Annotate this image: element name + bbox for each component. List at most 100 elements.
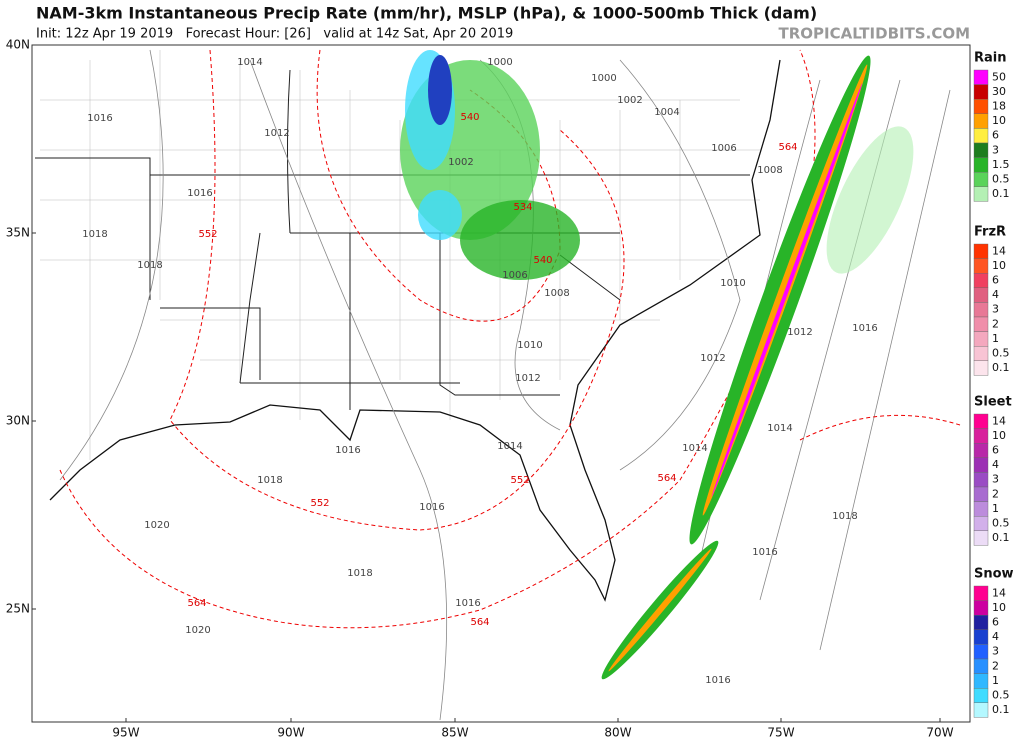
lon-label: 95W — [112, 726, 139, 740]
thickness-label: 564 — [778, 142, 797, 153]
legend-swatch — [973, 84, 989, 100]
legend-swatch — [973, 69, 989, 85]
legend-label: 1 — [992, 502, 999, 515]
legend-swatch — [973, 258, 989, 274]
map: 40N 35N 30N 25N 95W 90W 85W 80W 75W 70W 1014 1016 10… — [6, 38, 971, 740]
lat-label: 40N — [6, 38, 30, 52]
legend-label: 3 — [992, 303, 999, 316]
legend-swatch — [973, 413, 989, 429]
isobar-label: 1016 — [419, 502, 444, 513]
isobar-label: 1018 — [832, 511, 857, 522]
isobar-label: 1014 — [237, 57, 262, 68]
legend-swatch — [973, 142, 989, 158]
legend-label: 3 — [992, 645, 999, 658]
legend-swatch — [973, 486, 989, 502]
legend-label: 4 — [992, 288, 999, 301]
isobar-label: 1016 — [187, 188, 212, 199]
subtitle: Init: 12z Apr 19 2019 Forecast Hour: [26… — [36, 27, 513, 42]
legend-swatch — [973, 331, 989, 347]
isobar-label: 1012 — [787, 327, 812, 338]
legend-label: 6 — [992, 616, 999, 629]
legend-swatch — [973, 516, 989, 532]
isobar-label: 1016 — [752, 547, 777, 558]
legend-swatch — [973, 157, 989, 173]
thickness-label: 564 — [470, 617, 489, 628]
legend-swatch — [973, 360, 989, 376]
legend-label: 4 — [992, 458, 999, 471]
legend-swatch — [973, 273, 989, 289]
isobar-label: 1010 — [517, 340, 542, 351]
isobar-label: 1002 — [617, 95, 642, 106]
legend-label: 1 — [992, 674, 999, 687]
legend-label: 14 — [992, 586, 1006, 599]
legend-swatch — [973, 443, 989, 459]
isobar-label: 1016 — [87, 113, 112, 124]
legend-swatch — [973, 501, 989, 517]
isobar-label: 1018 — [82, 229, 107, 240]
lat-label: 35N — [6, 226, 30, 240]
legend-label: 0.5 — [992, 517, 1010, 530]
legend-swatch — [973, 673, 989, 689]
legend-label: 10 — [992, 429, 1006, 442]
isobar-label: 1014 — [767, 423, 792, 434]
lon-label: 75W — [767, 726, 794, 740]
isobar-label: 1012 — [700, 353, 725, 364]
lon-label: 80W — [604, 726, 631, 740]
isobar-label: 1016 — [335, 445, 360, 456]
legend-label: 10 — [992, 259, 1006, 272]
legend-label: 0.5 — [992, 347, 1010, 360]
isobar-label: 1020 — [185, 625, 210, 636]
site: TROPICALTIDBITS.COM — [779, 25, 971, 43]
isobar-label: 1018 — [137, 260, 162, 271]
thickness-label: 540 — [460, 112, 479, 123]
legend-label: 6 — [992, 274, 999, 287]
legend-label: 3 — [992, 473, 999, 486]
legend-label: 18 — [992, 100, 1006, 113]
legend-label: 10 — [992, 114, 1006, 127]
legend-title: Rain — [974, 51, 1007, 66]
legend-label: 1 — [992, 332, 999, 345]
legend-swatch — [973, 98, 989, 114]
legend-label: 0.1 — [992, 361, 1010, 374]
lat-label: 30N — [6, 414, 30, 428]
legend-swatch — [973, 600, 989, 616]
thickness-label: 552 — [510, 475, 529, 486]
legend-title: FrzR — [974, 225, 1006, 240]
isobar-label: 1006 — [502, 270, 527, 281]
legend-label: 0.1 — [992, 703, 1010, 716]
isobar-label: 1016 — [455, 598, 480, 609]
legend-swatch — [973, 243, 989, 259]
legend-label: 1.5 — [992, 158, 1010, 171]
isobar-label: 1000 — [487, 57, 512, 68]
isobar-label: 1002 — [448, 157, 473, 168]
legend: Rain50301810631.50.50.1FrzR1410643210.50… — [973, 51, 1014, 718]
legend-label: 3 — [992, 143, 999, 156]
legend-label: 0.5 — [992, 173, 1010, 186]
title: NAM-3km Instantaneous Precip Rate (mm/hr… — [36, 4, 817, 23]
legend-swatch — [973, 171, 989, 187]
legend-label: 30 — [992, 85, 1006, 98]
isobar-label: 1014 — [682, 443, 707, 454]
thickness-label: 552 — [198, 229, 217, 240]
legend-swatch — [973, 287, 989, 303]
lon-label: 85W — [441, 726, 468, 740]
isobar-label: 1008 — [544, 288, 569, 299]
legend-swatch — [973, 615, 989, 631]
legend-swatch — [973, 644, 989, 660]
legend-swatch — [973, 113, 989, 129]
legend-label: 10 — [992, 601, 1006, 614]
isobar-label: 1004 — [654, 107, 679, 118]
thickness-label: 552 — [310, 498, 329, 509]
legend-swatch — [973, 316, 989, 332]
legend-label: 2 — [992, 659, 999, 672]
legend-label: 14 — [992, 244, 1006, 257]
isobar-label: 1018 — [347, 568, 372, 579]
legend-label: 0.5 — [992, 689, 1010, 702]
isobar-label: 1018 — [257, 475, 282, 486]
legend-swatch — [973, 457, 989, 473]
lon-label: 90W — [277, 726, 304, 740]
legend-label: 6 — [992, 444, 999, 457]
legend-swatch — [973, 346, 989, 362]
legend-swatch — [973, 629, 989, 645]
